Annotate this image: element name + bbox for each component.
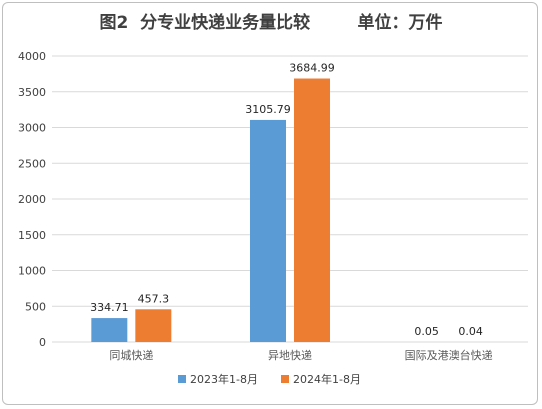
y-tick-label: 2500 xyxy=(18,157,46,170)
bar xyxy=(91,318,128,342)
y-tick-label: 1500 xyxy=(18,229,46,242)
x-category-label: 异地快递 xyxy=(268,348,312,362)
x-category-label: 国际及港澳台快递 xyxy=(405,348,493,362)
legend-swatch xyxy=(178,375,186,383)
legend-entry: 2024年1-8月 xyxy=(293,372,361,386)
bar xyxy=(250,119,286,343)
x-category-label: 同城快递 xyxy=(109,348,153,362)
data-label: 0.04 xyxy=(458,325,483,338)
y-tick-label: 3500 xyxy=(18,86,46,99)
legend-swatch xyxy=(281,375,289,383)
y-tick-label: 500 xyxy=(25,300,46,313)
y-tick-label: 1000 xyxy=(18,265,46,278)
legend-entry: 2023年1-8月 xyxy=(190,372,258,386)
data-label: 457.3 xyxy=(138,292,170,305)
y-tick-label: 3000 xyxy=(18,122,46,135)
bar xyxy=(294,78,330,342)
data-label: 3684.99 xyxy=(289,62,335,75)
data-label: 334.71 xyxy=(90,301,129,314)
chart-title: 图2 分专业快递业务量比较 单位：万件 xyxy=(99,13,443,33)
data-label: 3105.79 xyxy=(245,103,291,116)
y-tick-label: 4000 xyxy=(18,50,46,63)
bar xyxy=(135,309,172,342)
y-tick-label: 0 xyxy=(39,336,46,349)
data-label: 0.05 xyxy=(414,325,439,338)
chart-frame xyxy=(2,2,538,405)
y-tick-label: 2000 xyxy=(18,193,46,206)
